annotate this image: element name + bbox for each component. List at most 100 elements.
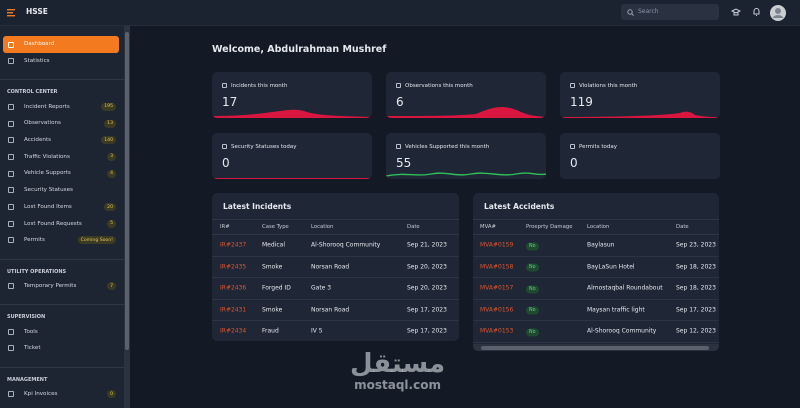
nav-icon — [8, 328, 14, 335]
menu-icon[interactable] — [7, 9, 17, 17]
nav-label: Temporary Permits — [24, 282, 77, 289]
record-id[interactable]: MVA#0156 — [480, 306, 514, 314]
search-box[interactable]: Search — [621, 4, 719, 20]
nav-badge: 0 — [107, 390, 116, 399]
stat-card[interactable]: Observations this month 6 — [386, 72, 546, 118]
table-cell: Gate 3 — [311, 284, 332, 292]
table-cell: No — [526, 242, 539, 251]
cap-icon[interactable] — [731, 8, 741, 17]
stat-card[interactable]: Violations this month 119 — [560, 72, 720, 118]
record-id[interactable]: IR#2436 — [220, 284, 247, 292]
record-id[interactable]: MVA#0159 — [480, 241, 514, 249]
nav-badge: 20 — [104, 203, 116, 211]
nav-icon — [8, 153, 14, 160]
table-cell: Sep 17, 2023 — [407, 306, 447, 314]
record-id[interactable]: IR#2434 — [220, 327, 247, 335]
nav-item[interactable]: Ticket — [3, 340, 119, 357]
table-cell: Fraud — [262, 327, 279, 335]
table-card: Latest Accidents MVA# Proeprty Damage Locat… — [473, 193, 719, 351]
nav-item[interactable]: Accidents 140 — [3, 132, 119, 149]
nav-item[interactable]: Security Statuses — [3, 182, 119, 199]
nav-label: Lost Found Requests — [24, 220, 82, 227]
nav-item[interactable]: Tools — [3, 323, 119, 340]
stat-card[interactable]: Permits today 0 — [560, 133, 720, 179]
nav-badge: 13 — [104, 119, 116, 128]
nav-item[interactable]: Temporary Permits 7 — [3, 278, 119, 295]
card-value: 55 — [396, 156, 412, 170]
table-cell: IV 5 — [311, 327, 323, 335]
nav-item[interactable]: Lost Found Items 20 — [3, 199, 119, 216]
nav-item[interactable]: Permits Coming Soon! — [3, 232, 119, 249]
nav-item[interactable]: Incident Reports 195 — [3, 98, 119, 115]
card-value: 17 — [222, 95, 238, 109]
table-row[interactable]: IR#2435 Smoke Norsan Road Sep 20, 2023 — [212, 257, 459, 278]
nav-icon — [8, 283, 14, 290]
sparkline — [386, 106, 546, 118]
nav-item[interactable]: Lost Found Requests 5 — [3, 215, 119, 232]
table-cell: Norsan Road — [311, 263, 350, 271]
nav-label: Permits — [24, 237, 45, 244]
watermark-arabic: مستقل — [350, 349, 446, 379]
nav-icon — [8, 170, 14, 177]
nav-icon — [8, 137, 14, 144]
nav-badge: 5 — [107, 219, 116, 228]
table-row[interactable]: IR#2434 Fraud IV 5 Sep 17, 2023 — [212, 321, 459, 341]
table-title: Latest Incidents — [223, 202, 292, 211]
status-badge: No — [526, 306, 539, 315]
nav-item[interactable]: Statistics — [3, 53, 119, 70]
stat-card[interactable]: Security Statuses today 0 — [212, 133, 372, 179]
card-label: Security Statuses today — [231, 144, 297, 150]
record-id[interactable]: MVA#0158 — [480, 263, 514, 271]
record-id[interactable]: MVA#0157 — [480, 284, 514, 292]
table-row[interactable]: MVA#0159 No Baylasun Sep 23, 2023 — [473, 235, 719, 257]
table-row[interactable]: MVA#0158 No BayLaSun Hotel Sep 18, 2023 — [473, 257, 719, 278]
table-row[interactable]: MVA#0153 No Al-Shorooq Community Sep 12, 20… — [473, 321, 719, 343]
sparkline-path — [212, 178, 372, 179]
table-cell: Sep 17, 2023 — [407, 327, 447, 335]
table-row[interactable]: IR#2437 Medical Al-Shorooq Community Sep 21… — [212, 235, 459, 257]
card-icon — [222, 83, 227, 88]
status-badge: No — [526, 285, 539, 294]
table-cell: Al-Shorooq Community — [587, 327, 657, 335]
watermark: مستقل mostaql.com — [350, 350, 445, 392]
nav-item[interactable]: Observations 13 — [3, 115, 119, 132]
record-id[interactable]: MVA#0153 — [480, 327, 514, 335]
table-row[interactable]: IR#2431 Smoke Norsan Road Sep 17, 2023 — [212, 300, 459, 321]
nav-badge: 7 — [107, 282, 116, 291]
table-header: IR# Case Type Location Date — [212, 219, 459, 235]
card-value: 119 — [570, 95, 593, 109]
record-id[interactable]: IR#2435 — [220, 263, 247, 271]
table-cell: No — [526, 328, 539, 337]
card-value: 0 — [570, 156, 578, 170]
table-cell: Forged ID — [262, 284, 291, 292]
record-id[interactable]: IR#2431 — [220, 306, 247, 314]
table-cell: Sep 20, 2023 — [407, 263, 447, 271]
table-row[interactable]: MVA#0156 No Maysan traffic light Sep 17, 20… — [473, 300, 719, 321]
stat-card[interactable]: Incidents this month 17 — [212, 72, 372, 118]
sparkline-path — [560, 111, 720, 118]
nav-icon — [8, 187, 14, 194]
bell-icon[interactable] — [752, 7, 761, 17]
nav-item[interactable]: Vehicle Supports 4 — [3, 165, 119, 182]
nav-icon — [8, 237, 14, 244]
sidebar-scrollbar[interactable] — [124, 26, 130, 408]
table-cell: BayLaSun Hotel — [587, 263, 635, 271]
card-value: 0 — [222, 156, 230, 170]
nav-item[interactable]: Traffic Violations 3 — [3, 148, 119, 165]
nav-icon — [8, 120, 14, 127]
horizontal-scrollbar[interactable] — [473, 344, 719, 351]
card-label: Observations this month — [405, 83, 473, 89]
table-cell: Sep 17, 2023 — [676, 306, 716, 314]
stat-card[interactable]: Vehicles Supported this month 55 — [386, 133, 546, 179]
nav-section: MANAGEMENT Kpi Invoices 0 — [0, 366, 130, 403]
nav-label: Vehicle Supports — [24, 170, 71, 177]
table-cell: Sep 20, 2023 — [407, 284, 447, 292]
nav-item[interactable]: Dashboard — [3, 36, 119, 53]
table-cell: Smoke — [262, 306, 283, 314]
sparkline — [560, 111, 720, 118]
nav-item[interactable]: Kpi Invoices 0 — [3, 386, 119, 403]
table-row[interactable]: IR#2436 Forged ID Gate 3 Sep 20, 2023 — [212, 278, 459, 300]
record-id[interactable]: IR#2437 — [220, 241, 247, 249]
table-row[interactable]: MVA#0157 No Almostaqbal Roundabout Sep 18, … — [473, 278, 719, 300]
avatar[interactable] — [769, 4, 787, 22]
